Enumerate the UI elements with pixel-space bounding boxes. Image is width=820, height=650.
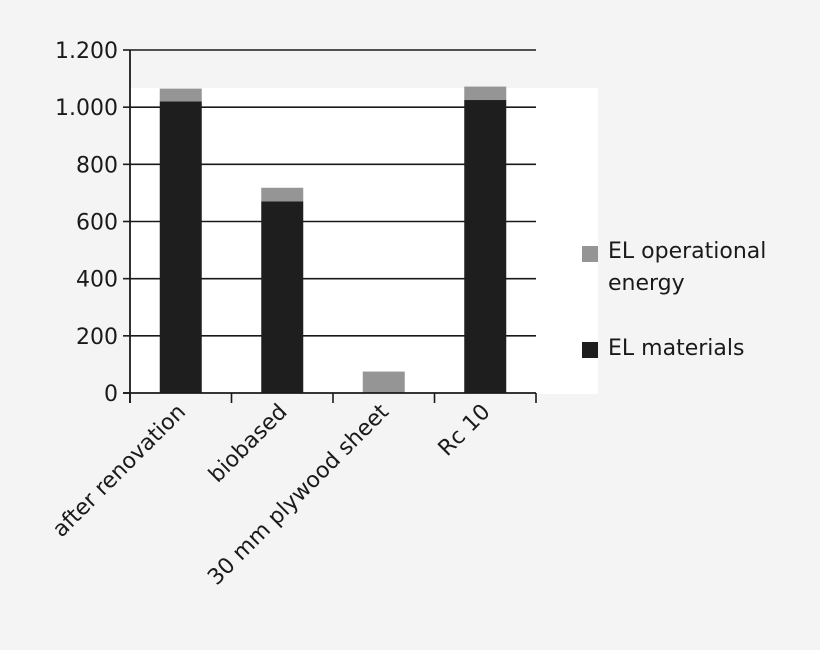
bar-el-operational-energy bbox=[464, 86, 507, 101]
bar-el-operational-energy bbox=[362, 371, 405, 393]
x-tick-label: biobased bbox=[204, 400, 292, 488]
legend-label: EL operational bbox=[608, 239, 766, 264]
y-tick-label: 1.000 bbox=[55, 96, 118, 121]
bar-el-operational-energy bbox=[261, 187, 304, 202]
y-tick-label: 600 bbox=[76, 211, 118, 236]
legend: EL operational energy EL materials bbox=[582, 239, 766, 361]
x-tick-label: Rc 10 bbox=[434, 400, 496, 462]
plot-area-background bbox=[130, 88, 598, 394]
legend-label: energy bbox=[608, 271, 685, 296]
y-axis-ticks: 0 200 400 600 800 1.000 1.200 bbox=[55, 39, 130, 407]
y-tick-label: 0 bbox=[104, 382, 118, 407]
y-tick-label: 800 bbox=[76, 153, 118, 178]
y-tick-label: 200 bbox=[76, 325, 118, 350]
x-tick-label: after renovation bbox=[48, 400, 191, 543]
x-tick-label: 30 mm plywood sheet bbox=[203, 399, 394, 590]
bar-el-materials bbox=[261, 201, 304, 393]
legend-swatch bbox=[582, 246, 598, 262]
axes bbox=[123, 50, 536, 403]
legend-swatch bbox=[582, 342, 598, 358]
legend-label: EL materials bbox=[608, 336, 744, 361]
bar-el-materials bbox=[159, 101, 202, 393]
y-tick-label: 400 bbox=[76, 268, 118, 293]
bars bbox=[159, 86, 507, 393]
y-tick-label: 1.200 bbox=[55, 39, 118, 64]
bar-el-operational-energy bbox=[159, 88, 202, 102]
bar-el-materials bbox=[464, 100, 507, 393]
